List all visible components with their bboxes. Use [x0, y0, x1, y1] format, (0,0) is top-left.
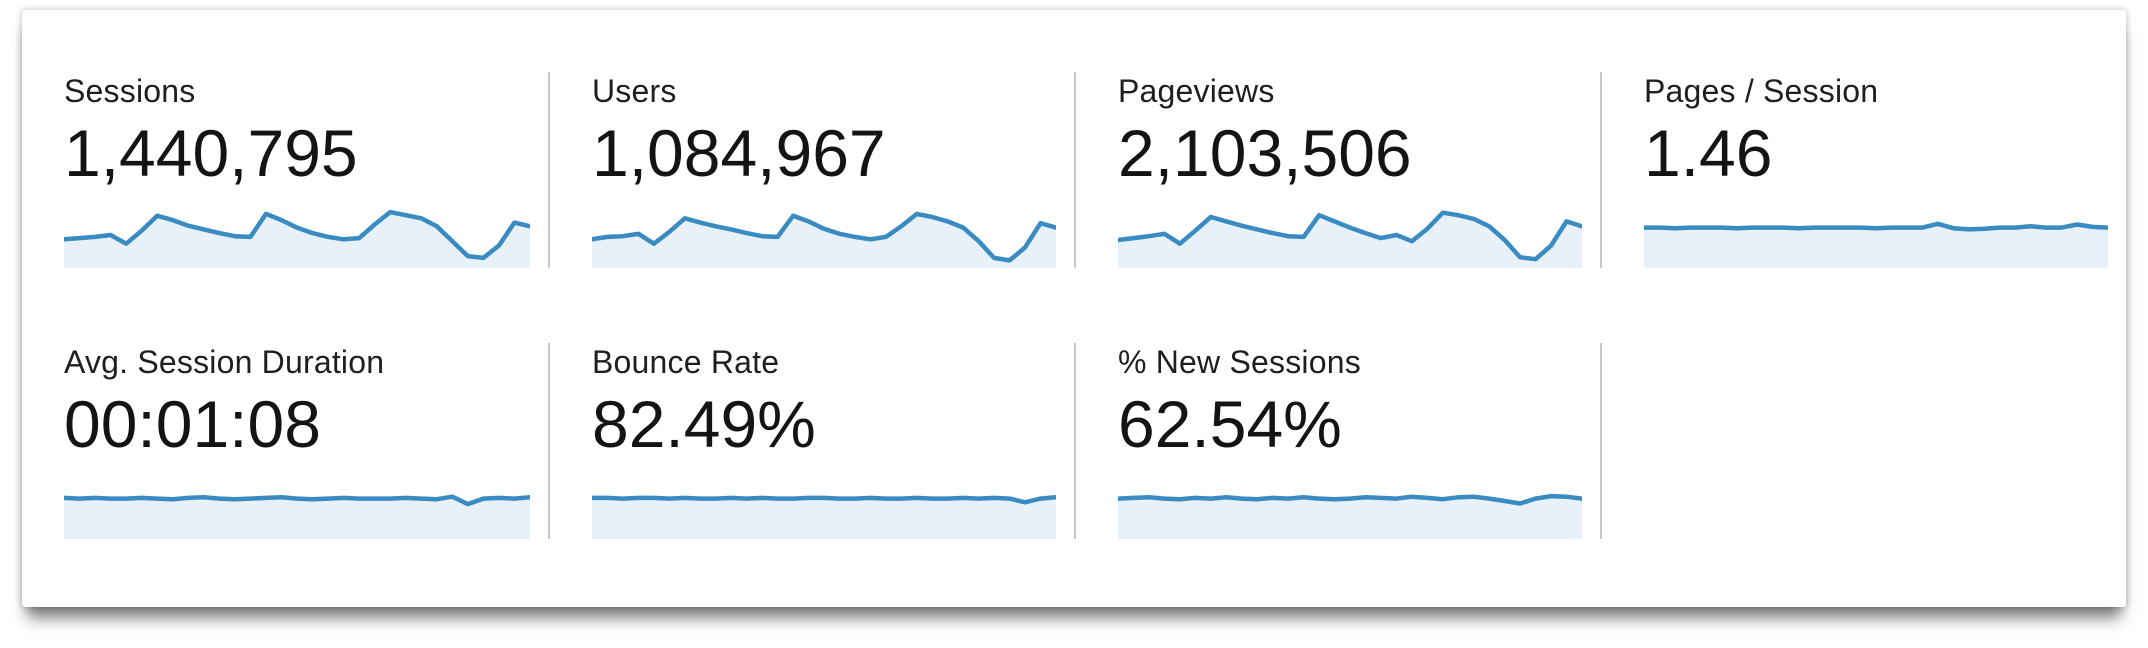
empty-cell — [1600, 343, 2126, 539]
sparkline-pages-per-session — [1644, 202, 2108, 268]
sparkline-area — [64, 212, 530, 268]
sparkline-area — [1644, 223, 2108, 268]
metric-label-avg-session-duration: Avg. Session Duration — [64, 344, 385, 380]
analytics-overview-panel: Sessions 1,440,795 Users 1,084,967 Pagev… — [22, 10, 2126, 607]
metric-card-bounce-rate: Bounce Rate 82.49% — [548, 343, 1074, 539]
metric-value-avg-session-duration: 00:01:08 — [64, 387, 321, 461]
sparkline-avg-session-duration — [64, 473, 530, 539]
metric-card-sessions: Sessions 1,440,795 — [22, 72, 548, 268]
sparkline-line — [1118, 210, 1582, 262]
metric-card-pages-per-session: Pages / Session 1.46 — [1600, 72, 2126, 268]
sparkline — [1118, 210, 1582, 268]
sparkline-line — [592, 211, 1056, 263]
sparkline-area — [592, 497, 1056, 539]
metric-value-sessions: 1,440,795 — [64, 116, 358, 190]
metric-card-avg-session-duration: Avg. Session Duration 00:01:08 — [22, 343, 548, 539]
sparkline-sessions — [64, 202, 530, 268]
metric-label-bounce-rate: Bounce Rate — [592, 344, 780, 380]
sparkline-area — [1118, 496, 1582, 539]
metric-card-pageviews: Pageviews 2,103,506 — [1074, 72, 1600, 268]
metric-value-bounce-rate: 82.49% — [592, 387, 816, 461]
sparkline-line — [1118, 493, 1582, 506]
sparkline-bounce-rate — [592, 473, 1056, 539]
sparkline-line — [592, 495, 1056, 505]
sparkline — [592, 495, 1056, 539]
sparkline — [64, 209, 530, 268]
sparkline-pageviews — [1118, 202, 1582, 268]
sparkline-area — [1118, 212, 1582, 268]
sparkline-area — [64, 496, 530, 539]
sparkline-line — [1644, 221, 2108, 232]
metric-label-pageviews: Pageviews — [1118, 73, 1275, 109]
metric-label-pages-per-session: Pages / Session — [1644, 73, 1879, 109]
sparkline-line — [64, 209, 530, 261]
sparkline — [64, 494, 530, 539]
metric-label-sessions: Sessions — [64, 73, 196, 109]
metric-card-users: Users 1,084,967 — [548, 72, 1074, 268]
sparkline — [592, 211, 1056, 268]
metric-value-pageviews: 2,103,506 — [1118, 116, 1412, 190]
metric-value-users: 1,084,967 — [592, 116, 886, 190]
metric-value-pages-per-session: 1.46 — [1644, 116, 1773, 190]
metric-label-percent-new-sessions: % New Sessions — [1118, 344, 1361, 380]
sparkline-users — [592, 202, 1056, 268]
sparkline-line — [64, 494, 530, 507]
metric-value-percent-new-sessions: 62.54% — [1118, 387, 1342, 461]
sparkline-area — [592, 213, 1056, 268]
sparkline — [1118, 493, 1582, 539]
sparkline-percent-new-sessions — [1118, 473, 1582, 539]
metric-card-percent-new-sessions: % New Sessions 62.54% — [1074, 343, 1600, 539]
metric-label-users: Users — [592, 73, 677, 109]
metrics-grid: Sessions 1,440,795 Users 1,084,967 Pagev… — [22, 72, 2126, 539]
sparkline — [1644, 221, 2108, 268]
